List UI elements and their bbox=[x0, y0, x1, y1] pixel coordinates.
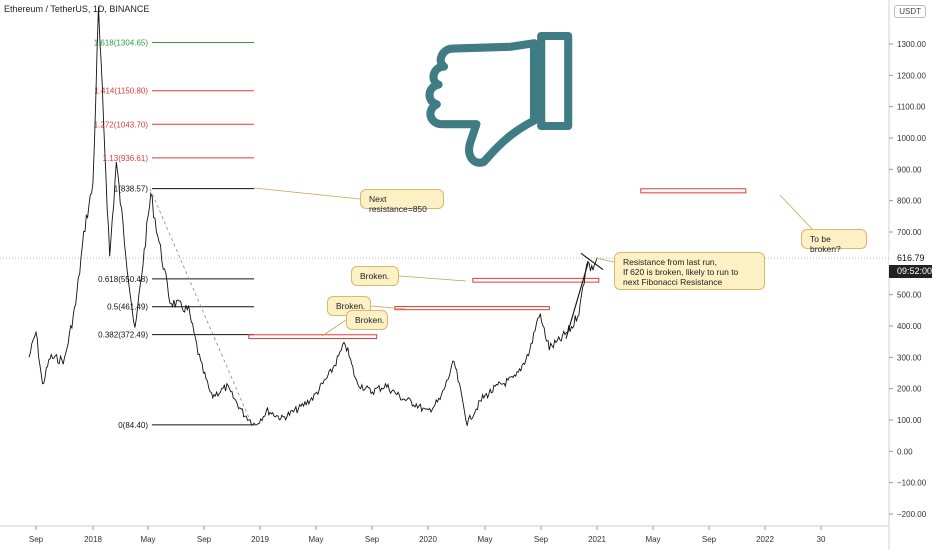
resistance-zone bbox=[394, 306, 550, 311]
to-be-broken-callout: To be broken? bbox=[801, 229, 867, 254]
last-price-label: 616.79 bbox=[889, 252, 932, 266]
resistance-note-callout: Resistance from last run, If 620 is brok… bbox=[614, 252, 765, 290]
x-tick-label: Sep bbox=[29, 535, 44, 544]
y-tick-label: 1000.00 bbox=[897, 134, 926, 143]
x-tick-label: May bbox=[140, 535, 155, 544]
resistance-note-pointer bbox=[595, 257, 615, 263]
fib-level-label: 1.618(1304.65) bbox=[94, 39, 149, 48]
x-tick-label: Sep bbox=[702, 535, 717, 544]
fib-level-label: 0.382(372.49) bbox=[98, 331, 148, 340]
x-tick-label: May bbox=[308, 535, 323, 544]
resistance-zone bbox=[248, 334, 378, 340]
y-tick-label: 1100.00 bbox=[897, 103, 926, 112]
fib-level-label: 1.272(1043.70) bbox=[94, 120, 149, 129]
y-tick-label: 300.00 bbox=[897, 353, 922, 362]
fib-trend-line bbox=[149, 188, 253, 426]
y-tick-label: 900.00 bbox=[897, 165, 922, 174]
y-tick-label: 1300.00 bbox=[897, 40, 926, 49]
thumbs-down-shape bbox=[425, 31, 573, 167]
broken-pointer-1 bbox=[398, 275, 467, 282]
x-tick-label: 2022 bbox=[756, 535, 774, 544]
to-be-broken-pointer bbox=[779, 194, 813, 230]
breakout-trend-line bbox=[565, 263, 589, 339]
y-tick-label: 100.00 bbox=[897, 416, 922, 425]
y-tick-label: 0.00 bbox=[897, 447, 913, 456]
chart-title: Ethereum / TetherUS, 1D, BINANCE bbox=[4, 4, 150, 14]
x-tick-label: 2019 bbox=[251, 535, 269, 544]
resistance-zone bbox=[640, 188, 747, 194]
fib-level-label: 1.414(1150.80) bbox=[94, 87, 148, 96]
currency-badge[interactable]: USDT bbox=[894, 5, 926, 18]
x-tick-label: Sep bbox=[197, 535, 212, 544]
countdown-label: 09:52:00 bbox=[889, 265, 932, 279]
next-resistance-pointer bbox=[253, 187, 361, 200]
next-resistance-callout: Next resistance=850 bbox=[360, 189, 444, 214]
y-tick-label: 800.00 bbox=[897, 197, 922, 206]
y-tick-label: 700.00 bbox=[897, 228, 922, 237]
x-tick-label: Sep bbox=[365, 535, 380, 544]
y-tick-label: 400.00 bbox=[897, 322, 922, 331]
broken-callout-3: Broken. bbox=[346, 310, 388, 330]
x-tick-label: Sep bbox=[534, 535, 549, 544]
broken-callout-1: Broken. bbox=[351, 266, 399, 286]
x-tick-label: 2020 bbox=[419, 535, 437, 544]
fib-level-label: 0.618(550.48) bbox=[98, 275, 148, 284]
x-tick-label: May bbox=[477, 535, 492, 544]
x-tick-label: May bbox=[645, 535, 660, 544]
y-tick-label: −200.00 bbox=[897, 510, 927, 519]
resistance-zone bbox=[472, 277, 600, 283]
fib-level-label: 0(84.40) bbox=[118, 421, 148, 430]
fib-level-label: 0.5(461.49) bbox=[107, 303, 148, 312]
fib-level-label: 1(838.57) bbox=[114, 185, 149, 194]
breakout-trend-line bbox=[580, 252, 604, 271]
broken-pointer-3 bbox=[321, 319, 347, 337]
y-tick-label: 500.00 bbox=[897, 291, 922, 300]
fib-level-label: 1.13(936.61) bbox=[103, 154, 149, 163]
x-tick-label: 30 bbox=[817, 535, 826, 544]
price-series-line bbox=[28, 6, 598, 426]
broken-pointer-2 bbox=[370, 305, 407, 310]
y-tick-label: 1200.00 bbox=[897, 71, 926, 80]
x-tick-label: 2021 bbox=[588, 535, 606, 544]
thumbs-down-icon bbox=[425, 31, 573, 167]
y-tick-label: 200.00 bbox=[897, 385, 922, 394]
y-tick-label: −100.00 bbox=[897, 479, 927, 488]
x-tick-label: 2018 bbox=[84, 535, 102, 544]
